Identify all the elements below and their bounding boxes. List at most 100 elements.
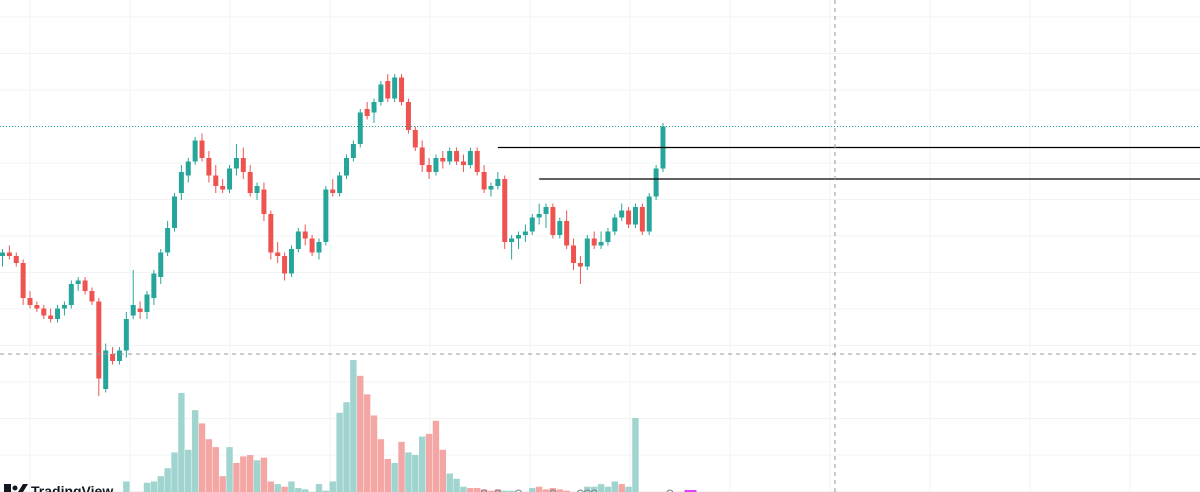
candle-body: [96, 301, 102, 379]
candle: [529, 214, 535, 235]
candle-body: [344, 158, 349, 176]
candle: [172, 193, 177, 232]
candle: [639, 203, 645, 235]
candle-body: [227, 168, 233, 190]
candle-body: [474, 151, 480, 172]
candle: [34, 301, 40, 312]
volume-bar: [329, 481, 336, 492]
candle-body: [653, 168, 659, 197]
candle-body: [199, 140, 205, 158]
volume-bar: [302, 489, 309, 492]
candle-body: [584, 238, 590, 267]
candle-body: [626, 210, 632, 225]
horizontal-level-lines[interactable]: [497, 146, 1200, 180]
volume-bar: [226, 447, 233, 492]
volume-bar: [487, 490, 495, 492]
volume-bar: [267, 481, 275, 492]
candle-body: [275, 252, 281, 256]
candle: [13, 252, 19, 267]
volume-bar: [480, 489, 488, 492]
candle: [27, 291, 33, 309]
candle-body: [488, 186, 494, 190]
candle: [110, 347, 116, 365]
candle-body: [89, 291, 95, 302]
candle-body: [309, 238, 315, 253]
candle-body: [605, 231, 611, 242]
candle-body: [405, 102, 411, 130]
candle-body: [460, 161, 466, 165]
candle-body: [172, 196, 177, 228]
event-marker-purple: [684, 490, 697, 492]
candle: [536, 203, 542, 225]
candle-body: [240, 158, 246, 172]
candle-body: [646, 196, 652, 232]
candle: [220, 179, 226, 193]
candle: [20, 259, 26, 305]
candle-body: [20, 263, 26, 298]
candle: [454, 147, 460, 165]
volume-bar: [205, 439, 213, 492]
candle: [199, 133, 205, 162]
volume-bar: [384, 459, 391, 492]
candle: [61, 301, 67, 316]
candle: [516, 231, 521, 249]
candle-body: [151, 273, 157, 298]
candle-body: [61, 305, 67, 309]
candle: [96, 298, 102, 396]
candle: [495, 172, 501, 190]
candle-body: [34, 305, 40, 309]
candle-body: [75, 280, 81, 284]
candle: [295, 228, 301, 253]
candle: [632, 203, 638, 228]
candle-body: [330, 189, 336, 193]
volume-bar: [439, 449, 447, 492]
volume-bar: [246, 455, 254, 492]
candle-body: [316, 242, 322, 253]
candle: [165, 221, 171, 256]
event-marker: [549, 489, 557, 492]
volume-bar: [398, 441, 405, 492]
candle-body: [639, 207, 645, 232]
candle-body: [206, 158, 212, 176]
candle: [433, 154, 439, 176]
volume-bar: [432, 420, 440, 492]
volume-bar: [391, 462, 398, 492]
candle: [612, 214, 618, 235]
candle-body: [536, 214, 542, 218]
volume-bar: [556, 489, 563, 492]
candle-body: [577, 263, 583, 267]
candle-body: [522, 231, 528, 235]
candle-body: [591, 238, 597, 246]
candle: [0, 249, 5, 267]
candle-body: [288, 249, 294, 274]
candle: [89, 287, 95, 305]
volume-bar: [508, 490, 515, 492]
candle-body: [419, 147, 425, 165]
volume-bar: [343, 402, 350, 492]
volume-bar: [363, 394, 371, 492]
candle: [399, 74, 405, 106]
candle: [330, 179, 336, 197]
candle-body: [302, 231, 308, 239]
candle: [447, 147, 453, 165]
candle-body: [158, 252, 164, 277]
tradingview-logo[interactable]: TradingView: [4, 483, 113, 492]
volume-bar: [219, 476, 226, 492]
candle: [240, 147, 246, 179]
volume-bar: [618, 484, 625, 492]
candle: [309, 235, 315, 256]
candle-body: [454, 151, 460, 162]
candle-body: [619, 210, 625, 218]
volume-bar: [377, 439, 385, 492]
volume-bar: [590, 486, 598, 492]
candle-body: [447, 151, 453, 162]
candle-body: [612, 217, 618, 232]
candle: [626, 207, 632, 228]
volume-bar: [171, 452, 178, 492]
candle: [178, 165, 184, 200]
candle: [302, 224, 308, 246]
candle-body: [123, 319, 129, 351]
